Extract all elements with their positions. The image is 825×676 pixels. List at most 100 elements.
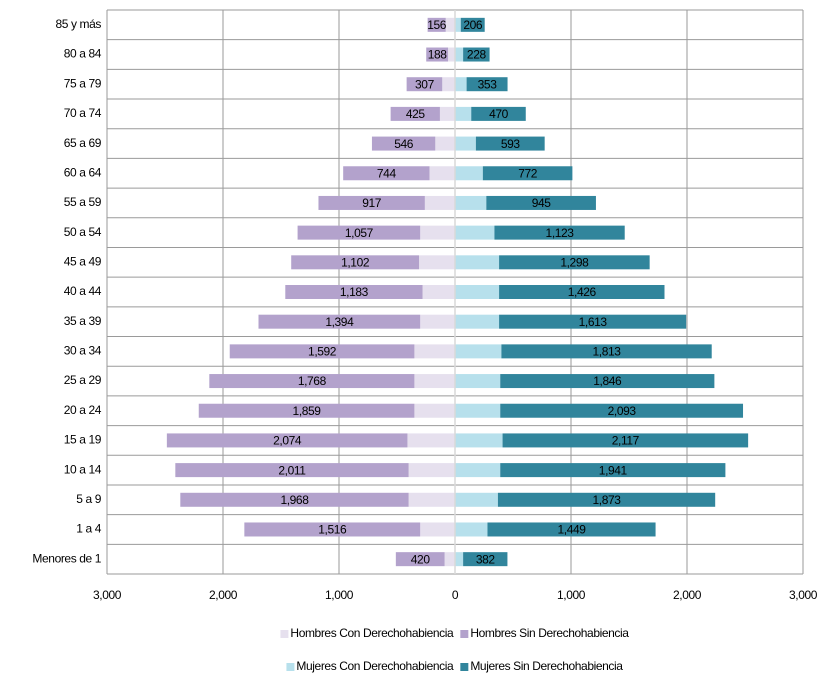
data-label: 1,183 — [340, 285, 369, 299]
bar — [463, 552, 508, 567]
data-label: 228 — [467, 48, 487, 62]
bar — [455, 403, 501, 418]
x-tick-label: 1,000 — [557, 588, 586, 602]
bar — [406, 77, 443, 92]
bar — [501, 344, 712, 359]
bar — [285, 285, 423, 299]
bar — [455, 492, 498, 507]
data-label: 2,093 — [608, 404, 637, 418]
bar — [497, 492, 716, 507]
y-tick-label: 60 a 64 — [64, 165, 102, 179]
bar — [408, 463, 455, 478]
legend-swatch — [286, 663, 295, 671]
bar — [455, 255, 500, 270]
data-label: 420 — [411, 552, 431, 566]
bar — [229, 344, 415, 359]
data-label: 156 — [427, 18, 447, 32]
y-tick-label: 75 a 79 — [64, 76, 102, 90]
bar — [198, 403, 415, 418]
bar — [318, 195, 425, 210]
bar — [455, 106, 472, 121]
y-tick-label: 85 y más — [56, 17, 102, 31]
bar — [494, 225, 625, 240]
bar — [258, 314, 421, 329]
bar — [455, 374, 501, 389]
data-label: 2,117 — [612, 434, 640, 448]
bar — [371, 136, 436, 151]
bar — [442, 77, 455, 92]
data-label: 1,057 — [345, 226, 374, 240]
bar — [445, 17, 455, 32]
bar — [466, 77, 508, 92]
x-tick-label: 2,000 — [673, 588, 702, 602]
bar — [435, 136, 455, 151]
y-tick-label: 5 a 9 — [76, 492, 101, 506]
data-label: 1,768 — [298, 374, 327, 388]
y-tick-label: 20 a 24 — [64, 403, 102, 417]
y-tick-label: 15 a 19 — [64, 433, 102, 447]
bar — [291, 255, 420, 270]
bar — [297, 225, 421, 240]
bar — [180, 492, 409, 507]
bar — [486, 195, 596, 210]
bar — [460, 17, 485, 32]
bar — [499, 285, 665, 299]
data-label: 772 — [518, 166, 538, 180]
y-tick-label: Menores de 1 — [32, 551, 101, 565]
bar — [455, 225, 495, 240]
data-label: 307 — [415, 77, 435, 91]
x-tick-label: 3,000 — [789, 588, 818, 602]
y-tick-label: 65 a 69 — [64, 136, 102, 150]
data-label: 1,298 — [560, 255, 589, 269]
bar — [244, 522, 421, 537]
y-tick-label: 70 a 74 — [64, 106, 102, 120]
data-label: 353 — [478, 77, 498, 91]
bar — [424, 195, 455, 210]
bar — [420, 314, 455, 329]
bar — [455, 433, 503, 448]
data-label: 1,613 — [579, 315, 608, 329]
data-label: 206 — [463, 18, 483, 32]
bar — [414, 344, 455, 359]
data-label: 1,394 — [325, 315, 354, 329]
legend-label: Mujeres Sin Derechohabiencia — [470, 659, 623, 673]
legend-label: Mujeres Con Derechohabiencia — [296, 659, 454, 673]
legend-swatch — [460, 663, 469, 671]
x-tick-label: 1,000 — [325, 588, 354, 602]
bar — [414, 374, 455, 389]
x-tick-label: 0 — [452, 588, 459, 602]
bar — [419, 255, 455, 270]
bar — [175, 463, 409, 478]
bar — [500, 403, 744, 418]
bar — [455, 195, 487, 210]
y-tick-label: 35 a 39 — [64, 314, 102, 328]
bar — [455, 136, 476, 151]
y-tick-label: 10 a 14 — [64, 462, 102, 476]
bar — [455, 47, 464, 62]
y-tick-label: 80 a 84 — [64, 47, 102, 61]
y-tick-label: 25 a 29 — [64, 373, 102, 387]
data-label: 744 — [377, 166, 397, 180]
bar — [209, 374, 415, 389]
bar — [455, 522, 488, 537]
bar — [499, 255, 650, 270]
bar — [444, 552, 455, 567]
data-label: 1,859 — [293, 404, 322, 418]
data-label: 1,516 — [318, 523, 347, 537]
data-label: 1,426 — [568, 285, 597, 299]
data-label: 2,074 — [273, 434, 302, 448]
bar — [343, 166, 430, 181]
bar — [455, 77, 467, 92]
legend-swatch — [460, 630, 469, 638]
bar — [502, 433, 749, 448]
bar — [390, 106, 440, 121]
bar — [420, 522, 455, 537]
legend-label: Hombres Sin Derechohabiencia — [470, 626, 629, 640]
y-tick-label: 50 a 54 — [64, 225, 102, 239]
data-label: 188 — [428, 48, 448, 62]
bar — [408, 492, 455, 507]
data-label: 917 — [362, 196, 382, 210]
bar — [499, 314, 687, 329]
bar — [448, 47, 455, 62]
